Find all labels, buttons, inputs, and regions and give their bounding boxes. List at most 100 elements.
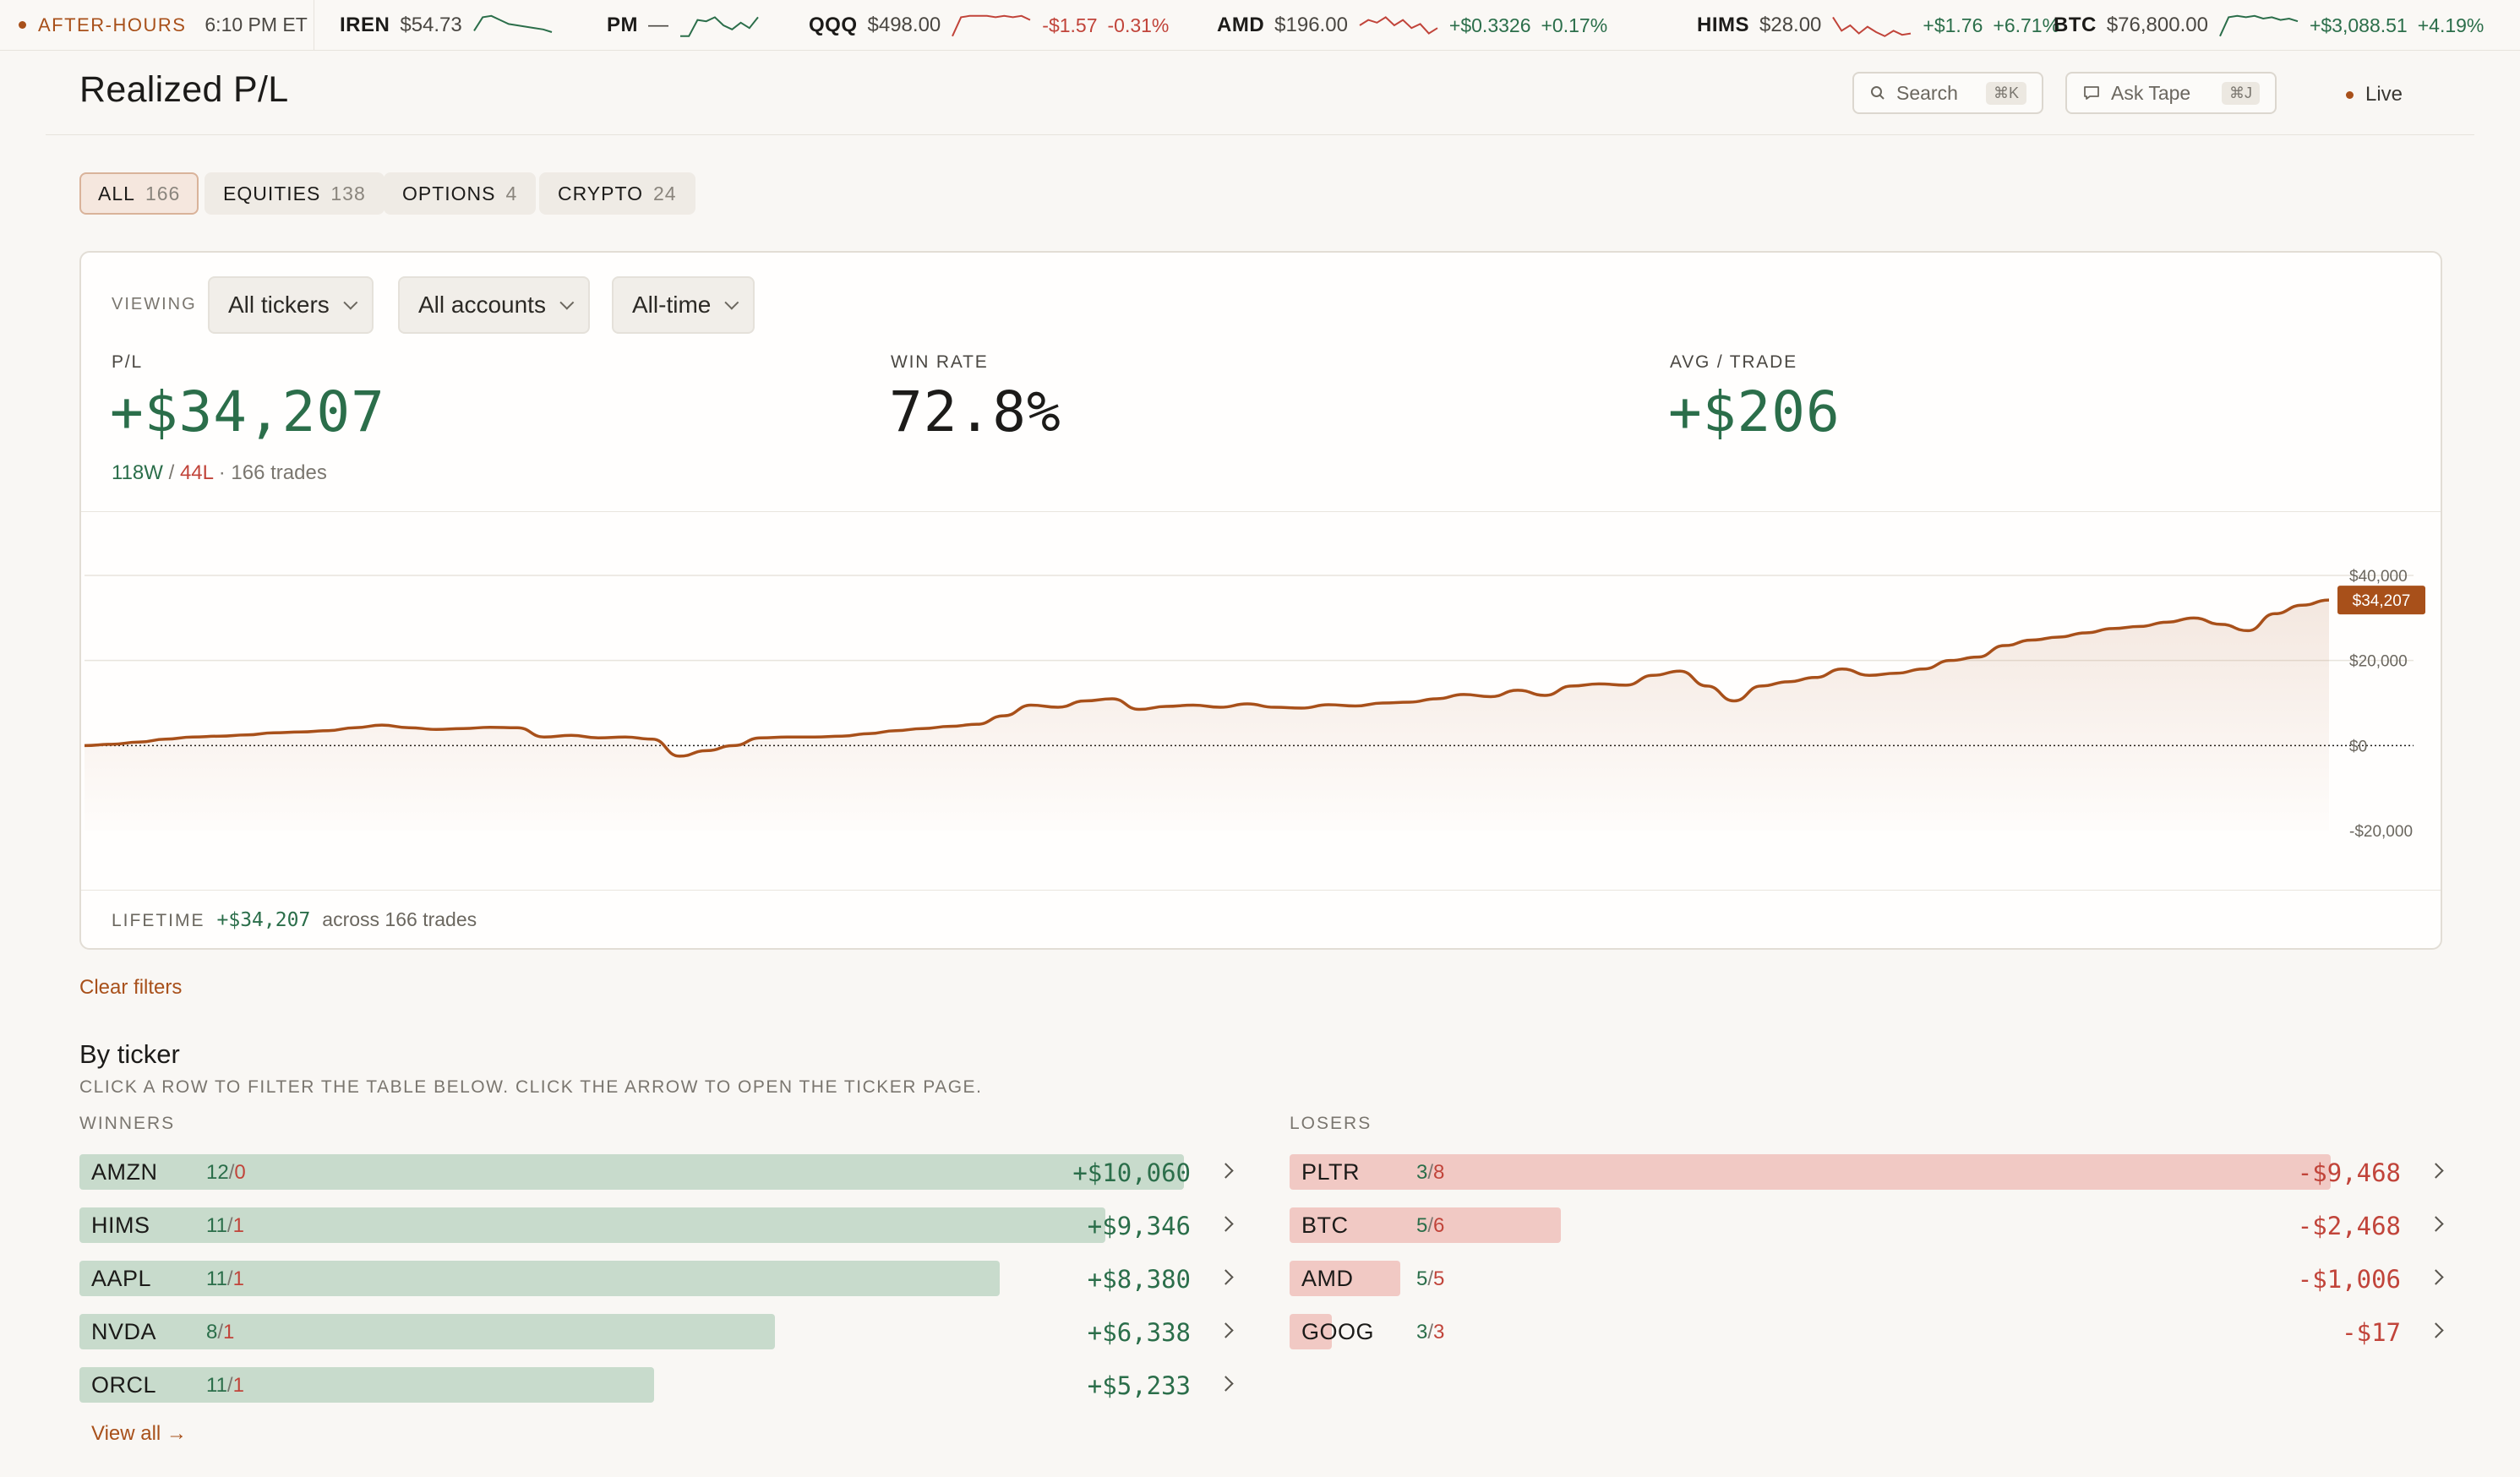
ticker-symbol: AAPL bbox=[91, 1266, 152, 1291]
ticker-pl-amount: -$17 bbox=[2342, 1318, 2401, 1347]
pl-bar bbox=[1290, 1261, 1400, 1296]
ticker-filter-select[interactable]: All tickers bbox=[208, 276, 374, 334]
ticker-pl-amount: +$8,380 bbox=[1087, 1265, 1191, 1294]
tape-ticker-qqq[interactable]: QQQ $498.00 -$1.57 -0.31% bbox=[809, 0, 1169, 51]
ticker-symbol: NVDA bbox=[91, 1319, 157, 1344]
chevron-right-icon[interactable] bbox=[1218, 1163, 1234, 1179]
ticker-row-amd[interactable]: AMD 5/5 -$1,006 bbox=[1290, 1261, 2452, 1296]
pl-bar bbox=[79, 1207, 1106, 1243]
pl-bar bbox=[79, 1261, 1000, 1296]
ticker-pl-amount: +$10,060 bbox=[1072, 1158, 1191, 1187]
tape-change: +$3,088.51 bbox=[2309, 14, 2408, 36]
chevron-right-icon[interactable] bbox=[1218, 1216, 1234, 1232]
tape-change: +$0.3326 bbox=[1448, 14, 1531, 36]
tape-ticker-pm[interactable]: PM — bbox=[607, 0, 760, 51]
chevron-down-icon bbox=[724, 295, 739, 310]
account-filter-value: All accounts bbox=[418, 292, 546, 318]
tab-all[interactable]: ALL 166 bbox=[79, 172, 199, 215]
sparkline-icon bbox=[1832, 16, 1912, 37]
pl-bar bbox=[79, 1367, 654, 1403]
search-label: Search bbox=[1896, 81, 1958, 104]
ticker-row-orcl[interactable]: ORCL 11/1 +$5,233 bbox=[79, 1367, 1241, 1403]
ask-tape-button[interactable]: Ask Tape ⌘J bbox=[2065, 72, 2277, 114]
ticker-symbol: BTC bbox=[1301, 1213, 1349, 1238]
lifetime-summary: LIFETIME +$34,207 across 166 trades bbox=[112, 908, 477, 931]
ask-tape-shortcut: ⌘J bbox=[2222, 81, 2260, 105]
win-loss-count: 3/8 bbox=[1416, 1161, 1445, 1184]
clear-filters-link[interactable]: Clear filters bbox=[79, 976, 183, 999]
search-shortcut: ⌘K bbox=[1985, 81, 2026, 105]
winrate-value: 72.8% bbox=[889, 379, 1061, 444]
ticker-row-amzn[interactable]: AMZN 12/0 +$10,060 bbox=[79, 1154, 1241, 1190]
tape-symbol: HIMS bbox=[1697, 14, 1749, 36]
ask-tape-label: Ask Tape bbox=[2111, 81, 2191, 104]
chevron-right-icon[interactable] bbox=[1218, 1322, 1234, 1338]
ticker-row-aapl[interactable]: AAPL 11/1 +$8,380 bbox=[79, 1261, 1241, 1296]
divider bbox=[81, 511, 2441, 512]
chevron-right-icon[interactable] bbox=[2428, 1322, 2444, 1338]
tab-options[interactable]: OPTIONS 4 bbox=[384, 172, 537, 215]
ticker-row-btc[interactable]: BTC 5/6 -$2,468 bbox=[1290, 1207, 2452, 1243]
tape-pct: -0.31% bbox=[1107, 14, 1170, 36]
tab-count: 4 bbox=[505, 182, 518, 204]
tape-ticker-btc[interactable]: BTC $76,800.00 +$3,088.51 +4.19% bbox=[2054, 0, 2484, 51]
live-label: Live bbox=[2365, 83, 2403, 106]
current-value-badge bbox=[2337, 586, 2425, 615]
tape-ticker-amd[interactable]: AMD $196.00 +$0.3326 +0.17% bbox=[1217, 0, 1607, 51]
chevron-right-icon[interactable] bbox=[2428, 1163, 2444, 1179]
market-time: 6:10 PM ET bbox=[205, 14, 308, 35]
account-filter-select[interactable]: All accounts bbox=[398, 276, 590, 334]
chevron-right-icon[interactable] bbox=[2428, 1269, 2444, 1285]
ticker-row-pltr[interactable]: PLTR 3/8 -$9,468 bbox=[1290, 1154, 2452, 1190]
pl-area bbox=[85, 600, 2329, 831]
tape-price: $76,800.00 bbox=[2106, 14, 2208, 36]
tape-symbol: QQQ bbox=[809, 14, 858, 36]
ticker-row-goog[interactable]: GOOG 3/3 -$17 bbox=[1290, 1314, 2452, 1349]
chevron-right-icon[interactable] bbox=[1218, 1269, 1234, 1285]
winrate-label: WIN RATE bbox=[891, 352, 989, 372]
lifetime-label: LIFETIME bbox=[112, 911, 205, 930]
ticker-pl-amount: +$6,338 bbox=[1087, 1318, 1191, 1347]
divider bbox=[81, 890, 2441, 891]
tab-count: 166 bbox=[145, 182, 181, 204]
y-tick-label: $0 bbox=[2349, 738, 2367, 755]
tape-pct: +4.19% bbox=[2417, 14, 2485, 36]
win-loss-count: 8/1 bbox=[206, 1321, 235, 1343]
chevron-right-icon[interactable] bbox=[1218, 1376, 1234, 1392]
ticker-pl-amount: -$2,468 bbox=[2297, 1212, 2401, 1240]
lifetime-value: +$34,207 bbox=[216, 909, 311, 931]
by-ticker-title: By ticker bbox=[79, 1039, 180, 1069]
tape-ticker-hims[interactable]: HIMS $28.00 +$1.76 +6.71% bbox=[1697, 0, 2059, 51]
tape-price: $196.00 bbox=[1274, 14, 1348, 36]
ticker-symbol: AMZN bbox=[91, 1159, 158, 1185]
losses-count: 44L bbox=[179, 461, 214, 484]
ticker-pl-amount: -$1,006 bbox=[2297, 1265, 2401, 1294]
winners-heading: WINNERS bbox=[79, 1114, 176, 1133]
tape-ticker-iren[interactable]: IREN $54.73 bbox=[340, 0, 554, 51]
wins-count: 118W bbox=[112, 461, 163, 484]
ticker-row-hims[interactable]: HIMS 11/1 +$9,346 bbox=[79, 1207, 1241, 1243]
tab-crypto[interactable]: CRYPTO 24 bbox=[539, 172, 695, 215]
tab-label: EQUITIES bbox=[223, 182, 321, 204]
ticker-symbol: ORCL bbox=[91, 1372, 157, 1398]
range-filter-select[interactable]: All-time bbox=[612, 276, 755, 334]
win-loss-count: 11/1 bbox=[206, 1267, 244, 1290]
tab-count: 24 bbox=[653, 182, 677, 204]
after-hours-indicator: AFTER-HOURS 6:10 PM ET bbox=[0, 0, 314, 51]
ticker-row-nvda[interactable]: NVDA 8/1 +$6,338 bbox=[79, 1314, 1241, 1349]
sparkline-icon bbox=[472, 14, 553, 33]
view-all-link[interactable]: View all → bbox=[91, 1422, 187, 1445]
search-button[interactable]: Search ⌘K bbox=[1852, 72, 2043, 114]
pl-summary-card: VIEWING All tickers All accounts All-tim… bbox=[79, 251, 2442, 950]
tape-symbol: BTC bbox=[2054, 14, 2097, 36]
win-loss-count: 3/3 bbox=[1416, 1321, 1445, 1343]
viewing-label: VIEWING bbox=[112, 295, 197, 313]
chevron-right-icon[interactable] bbox=[2428, 1216, 2444, 1232]
ticker-symbol: AMD bbox=[1301, 1266, 1354, 1291]
chat-bubble-icon bbox=[2084, 86, 2099, 100]
tab-equities[interactable]: EQUITIES 138 bbox=[205, 172, 385, 215]
tape-symbol: IREN bbox=[340, 14, 390, 36]
pl-bar bbox=[79, 1154, 1184, 1190]
tape-symbol: PM bbox=[607, 14, 638, 36]
tape-pct: +0.17% bbox=[1541, 14, 1608, 36]
